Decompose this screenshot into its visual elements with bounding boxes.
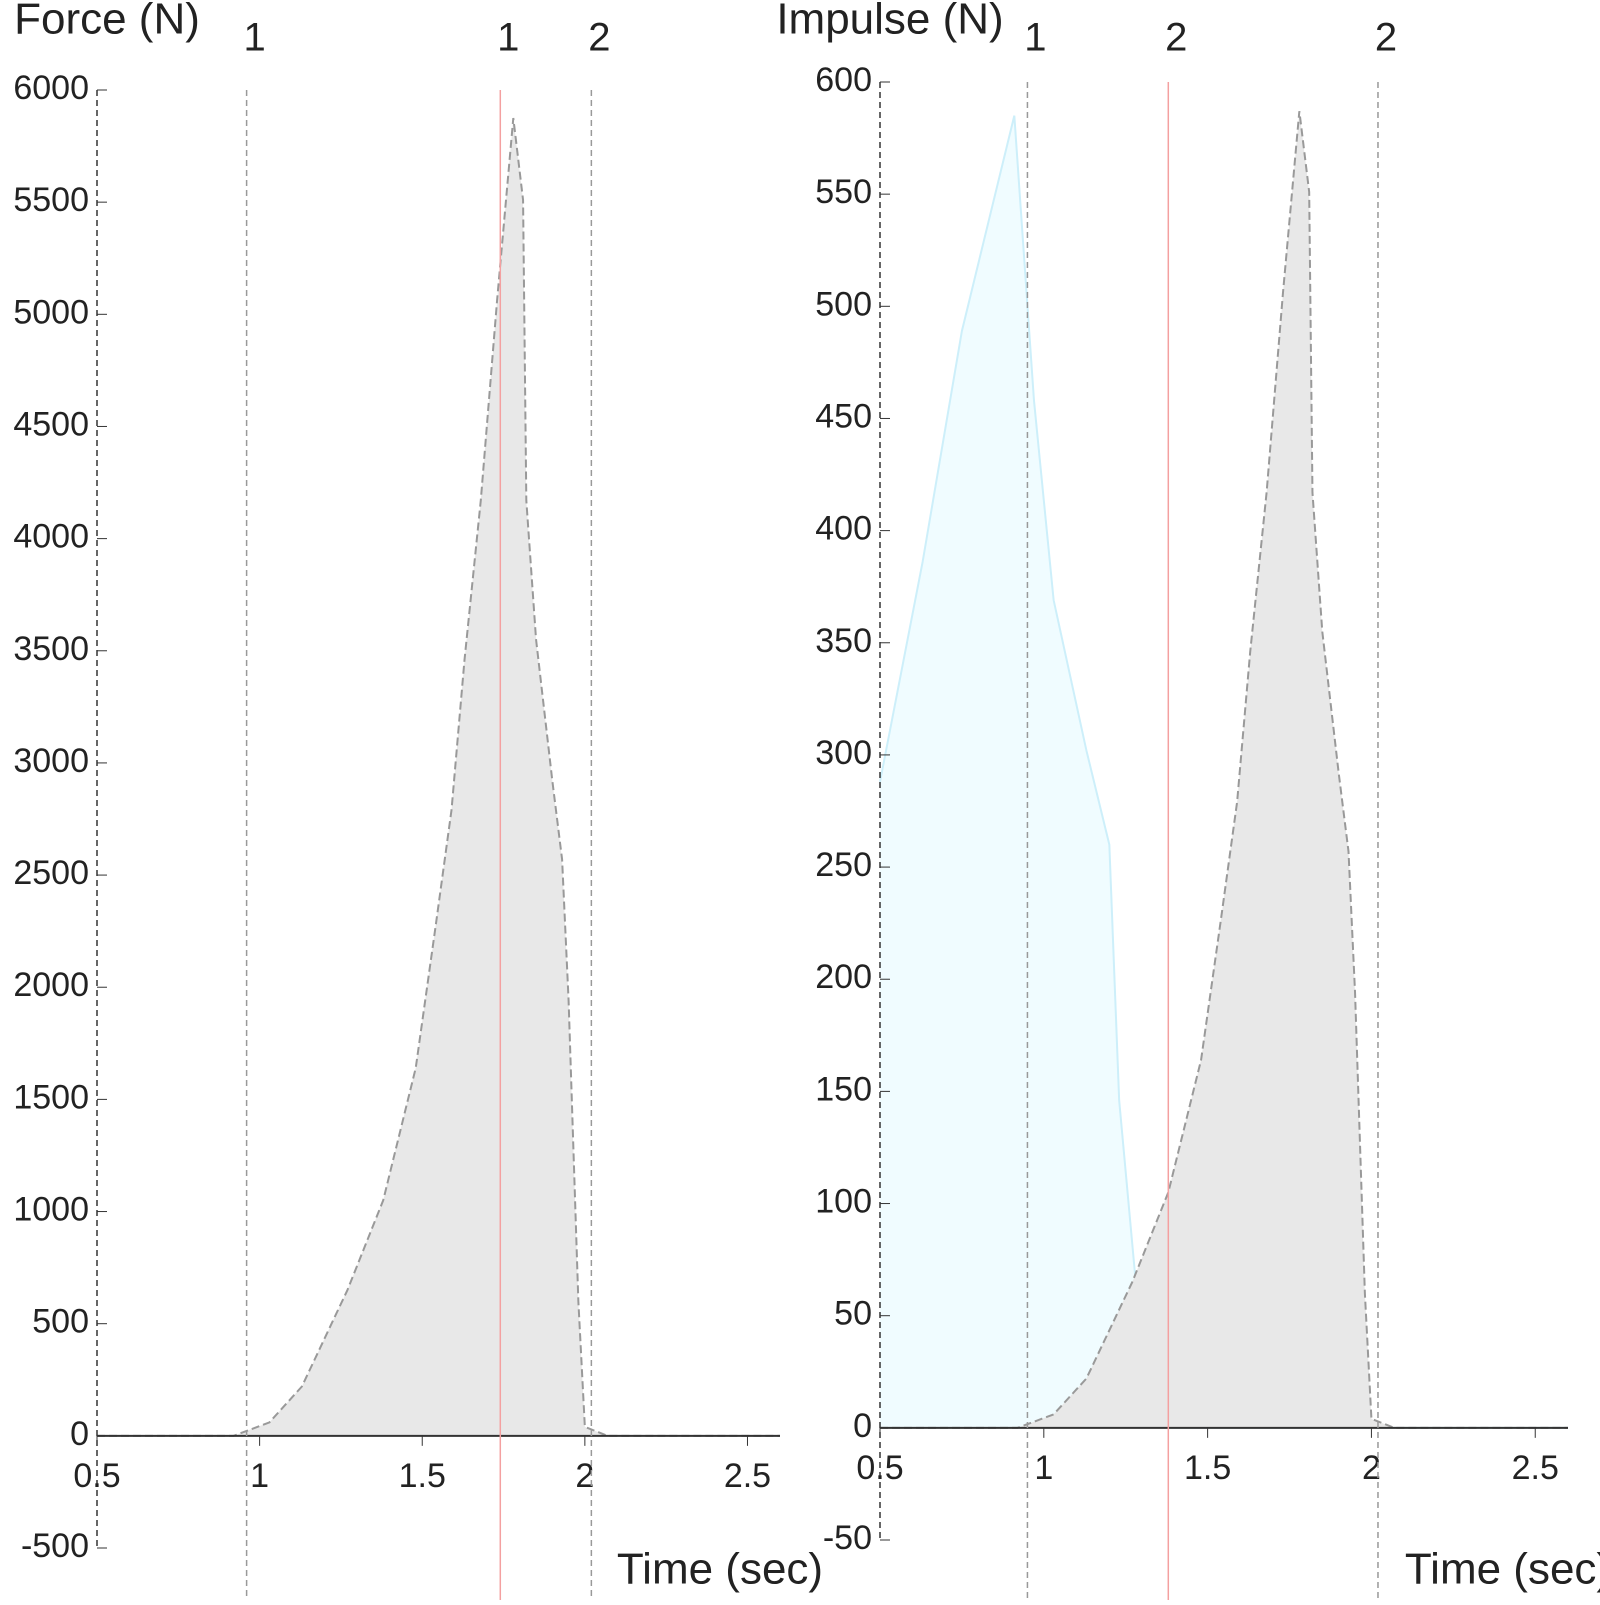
- y-tick-label: 2500: [13, 854, 89, 892]
- y-tick-label: 500: [32, 1303, 89, 1341]
- y-tick-label: 550: [815, 173, 872, 211]
- y-tick-label: 100: [815, 1183, 872, 1221]
- marker-label: 2: [1375, 16, 1397, 60]
- chart-title: Impulse (N): [776, 0, 1003, 44]
- y-tick-label: 3500: [13, 630, 89, 668]
- y-tick-label: 50: [834, 1295, 872, 1333]
- marker-label: 1: [243, 16, 265, 60]
- y-tick-label: 450: [815, 397, 872, 435]
- y-tick-label: -500: [21, 1527, 89, 1565]
- x-tick-label: 1: [250, 1457, 269, 1495]
- x-tick-label: 0.5: [856, 1449, 903, 1487]
- x-tick-label: 2.5: [1512, 1449, 1559, 1487]
- x-axis-label: Time (sec): [1405, 1545, 1600, 1594]
- y-tick-label: 250: [815, 846, 872, 884]
- marker-label: 2: [1165, 16, 1187, 60]
- y-tick-label: 200: [815, 958, 872, 996]
- y-tick-label: 5500: [13, 181, 89, 219]
- marker-label: 1: [1024, 16, 1046, 60]
- area-line: [97, 117, 780, 1437]
- y-tick-label: 4000: [13, 518, 89, 556]
- y-tick-label: 1500: [13, 1078, 89, 1116]
- y-tick-label: 3000: [13, 742, 89, 780]
- y-tick-label: 300: [815, 734, 872, 772]
- x-tick-label: 2: [575, 1457, 594, 1495]
- y-tick-label: 0: [853, 1407, 872, 1445]
- y-tick-label: 0: [70, 1415, 89, 1453]
- x-tick-label: 0.5: [73, 1457, 120, 1495]
- x-tick-label: 1.5: [1184, 1449, 1231, 1487]
- x-tick-label: 2.5: [724, 1457, 771, 1495]
- x-tick-label: 2: [1362, 1449, 1381, 1487]
- x-axis-label: Time (sec): [617, 1545, 823, 1594]
- area-fill: [880, 115, 1568, 1428]
- area-line: [880, 111, 1568, 1429]
- y-tick-label: 600: [815, 61, 872, 99]
- x-tick-label: 1.5: [399, 1457, 446, 1495]
- y-tick-label: 1000: [13, 1191, 89, 1229]
- chart-title: Force (N): [14, 0, 200, 44]
- y-tick-label: 5000: [13, 293, 89, 331]
- y-tick-label: 6000: [13, 69, 89, 107]
- y-tick-label: 350: [815, 622, 872, 660]
- y-tick-label: 150: [815, 1070, 872, 1108]
- marker-label: 1: [497, 16, 519, 60]
- y-tick-label: 4500: [13, 405, 89, 443]
- x-tick-label: 1: [1034, 1449, 1053, 1487]
- y-tick-label: 500: [815, 285, 872, 323]
- y-tick-label: 2000: [13, 966, 89, 1004]
- area-fill: [880, 111, 1568, 1428]
- y-tick-label: -50: [823, 1519, 872, 1557]
- area-fill: [97, 118, 780, 1436]
- marker-label: 2: [588, 16, 610, 60]
- y-tick-label: 400: [815, 510, 872, 548]
